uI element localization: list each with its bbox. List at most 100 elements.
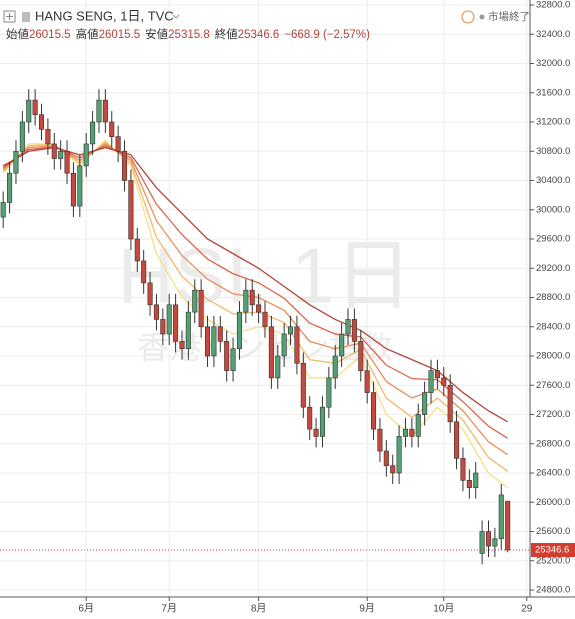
- candle-body: [275, 355, 281, 379]
- change-value: −668.9 (−2.57%): [284, 29, 370, 41]
- x-tick-label: 10月: [433, 603, 454, 615]
- y-tick-label: 31600.0: [536, 87, 570, 98]
- candle-body: [83, 143, 89, 167]
- candle-body: [345, 319, 351, 335]
- candle-body: [115, 136, 121, 152]
- candle-body: [147, 282, 153, 306]
- symbol-icon: [22, 12, 30, 22]
- y-tick-label: 28800.0: [536, 292, 570, 303]
- candle-body: [307, 406, 313, 430]
- candle-body: [364, 370, 370, 393]
- candle-body: [198, 289, 204, 328]
- candle-body: [390, 465, 396, 474]
- candle-body: [409, 428, 415, 437]
- candle-body: [415, 414, 421, 437]
- candle-body: [434, 370, 440, 379]
- candle-body: [0, 202, 6, 218]
- candle-body: [77, 165, 83, 207]
- candle-body: [38, 114, 45, 130]
- candle-body: [90, 121, 96, 145]
- x-tick-label: 29: [521, 604, 533, 615]
- candle-body: [249, 289, 255, 306]
- candle-body: [479, 531, 485, 554]
- candle-body: [281, 333, 287, 357]
- y-tick-label: 32400.0: [536, 29, 570, 40]
- status-dot: [479, 14, 485, 20]
- candle-body: [473, 472, 479, 488]
- candle-body: [441, 377, 447, 386]
- candle-body: [351, 319, 357, 342]
- candle-body: [185, 311, 191, 349]
- candle-body: [70, 172, 76, 207]
- open-value: 26015.5: [29, 29, 71, 41]
- candle-body: [339, 333, 345, 357]
- candle-body: [505, 500, 511, 551]
- y-tick-label: 30800.0: [536, 146, 570, 157]
- candle-body: [26, 99, 32, 123]
- header: HANG SENG, 1日, TVC 始値26015.5 高値26015.5 安値2…: [3, 8, 530, 41]
- y-tick-label: 26000.0: [536, 497, 570, 508]
- candle-body: [51, 143, 57, 159]
- x-tick-label: 7月: [161, 603, 177, 615]
- candle-body: [7, 172, 13, 203]
- candle-body: [492, 538, 498, 547]
- candle-body: [377, 428, 383, 452]
- candle-body: [371, 392, 377, 430]
- high-value: 26015.5: [99, 29, 141, 41]
- candle-body: [313, 428, 319, 437]
- candle-body: [256, 304, 262, 313]
- candle-body: [13, 150, 19, 174]
- candle-body: [288, 326, 294, 335]
- x-tick-label: 6月: [78, 603, 94, 615]
- candle-body: [428, 370, 434, 393]
- plot: [0, 89, 530, 565]
- last-price-label: 25346.6: [535, 545, 569, 556]
- close-value: 25346.6: [238, 29, 280, 41]
- chart-title[interactable]: HANG SENG, 1日, TVC: [35, 8, 174, 23]
- alert-icon[interactable]: [461, 10, 475, 24]
- open-label: 始値: [6, 27, 29, 41]
- high-label: 高値: [76, 27, 99, 41]
- candle-body: [332, 355, 338, 379]
- candle-body: [300, 363, 306, 408]
- dropdown-icon[interactable]: [172, 14, 180, 19]
- candle-body: [243, 289, 249, 313]
- candle-body: [326, 377, 332, 408]
- candle-body: [19, 121, 25, 152]
- y-tick-label: 26400.0: [536, 468, 570, 479]
- candle-body: [466, 480, 472, 488]
- y-tick-label: 27200.0: [536, 409, 570, 420]
- y-tick-label: 24800.0: [536, 585, 570, 596]
- candle-body: [358, 341, 364, 371]
- candle-body: [447, 384, 453, 423]
- y-tick-label: 32000.0: [536, 58, 570, 69]
- y-tick-label: 25200.0: [536, 555, 570, 566]
- axes: 24800.0 25200.0 25600.0 26000.0 26400.0 26800…: [78, 0, 575, 615]
- candle-body: [498, 494, 504, 540]
- y-tick-label: 28000.0: [536, 351, 570, 362]
- candle-body: [128, 180, 134, 240]
- candle-body: [422, 392, 428, 415]
- y-tick-label: 25600.0: [536, 526, 570, 537]
- candle-body: [204, 326, 211, 357]
- candle-body: [192, 289, 198, 313]
- y-tick-label: 32800.0: [536, 0, 570, 11]
- candle-body: [383, 450, 389, 466]
- y-tick-label: 28400.0: [536, 321, 570, 332]
- market-status: 市場終了: [488, 10, 530, 23]
- close-label: 終値: [215, 27, 238, 41]
- expand-icon[interactable]: [3, 10, 16, 23]
- candle-body: [319, 406, 326, 437]
- candle-body: [217, 326, 223, 342]
- y-tick-label: 26800.0: [536, 438, 570, 449]
- candle-body: [45, 129, 51, 145]
- candle-body: [166, 304, 172, 335]
- candle-body: [102, 99, 108, 123]
- y-tick-label: 30400.0: [536, 175, 570, 186]
- x-tick-label: 8月: [251, 603, 267, 615]
- candle-body: [211, 326, 217, 357]
- y-tick-label: 29200.0: [536, 263, 570, 274]
